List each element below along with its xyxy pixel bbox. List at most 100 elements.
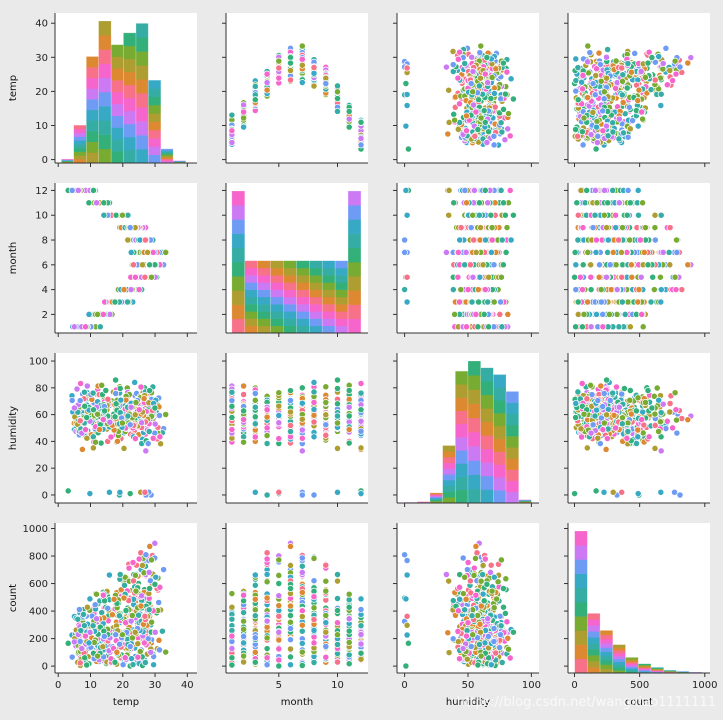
scatter-point	[311, 434, 317, 440]
scatter-point	[652, 237, 658, 243]
scatter-point	[575, 237, 581, 243]
scatter-point	[580, 225, 586, 231]
histogram-bar-temp-2	[86, 99, 98, 110]
histogram-bar-month-7	[322, 282, 335, 290]
histogram-bar-month-8	[335, 268, 348, 276]
scatter-point	[241, 439, 247, 445]
scatter-point	[99, 382, 105, 388]
scatter-point	[146, 428, 152, 434]
histogram-bar-month-6	[309, 319, 322, 327]
scatter-point	[475, 324, 481, 330]
scatter-point	[334, 489, 340, 495]
scatter-point	[471, 187, 477, 193]
scatter-point	[635, 299, 641, 305]
scatter-point	[287, 422, 293, 428]
histogram-bar-month-2	[258, 319, 271, 327]
scatter-point	[133, 399, 139, 405]
scatter-point	[651, 287, 657, 293]
scatter-point	[299, 492, 305, 498]
scatter-point	[627, 237, 633, 243]
histogram-bar-month-8	[335, 282, 348, 290]
histogram-bar-temp-4	[111, 68, 123, 80]
scatter-point	[139, 420, 145, 426]
scatter-point	[679, 287, 685, 293]
scatter-point	[491, 142, 497, 148]
histogram-bar-month-6	[309, 304, 322, 312]
scatter-point	[603, 446, 609, 452]
scatter-point	[632, 50, 638, 56]
y-tick-label-temp: 0	[42, 155, 48, 166]
scatter-point	[100, 311, 106, 317]
scatter-point	[491, 299, 497, 305]
scatter-point	[455, 249, 461, 255]
scatter-point	[627, 126, 633, 132]
histogram-bar-humidity-8	[506, 470, 519, 481]
histogram-bar-temp-7	[148, 130, 161, 139]
histogram-bar-temp-4	[111, 128, 123, 140]
scatter-point	[502, 91, 508, 97]
scatter-point	[510, 212, 516, 218]
histogram-bar-temp-4	[111, 45, 123, 57]
histogram-bar-month-1	[245, 304, 258, 312]
scatter-point	[642, 225, 648, 231]
scatter-point	[579, 287, 585, 293]
scatter-point	[452, 311, 458, 317]
histogram-bar-humidity-7	[493, 375, 506, 388]
scatter-point	[667, 225, 673, 231]
scatter-point	[86, 200, 92, 206]
scatter-point	[113, 212, 119, 218]
scatter-point	[128, 287, 134, 293]
histogram-bar-humidity-3	[443, 451, 456, 457]
scatter-point	[625, 187, 631, 193]
scatter-point	[467, 262, 473, 268]
histogram-bar-month-0	[232, 305, 245, 320]
scatter-point	[585, 59, 591, 65]
scatter-point	[450, 62, 456, 68]
scatter-point	[346, 116, 352, 122]
y-tick-label-temp: 30	[35, 53, 48, 64]
histogram-bar-temp-5	[123, 72, 136, 85]
scatter-point	[500, 60, 506, 66]
scatter-point	[590, 81, 596, 87]
scatter-point	[241, 124, 247, 130]
scatter-point	[334, 108, 340, 114]
histogram-bar-temp-3	[99, 106, 112, 121]
scatter-point	[462, 187, 468, 193]
histogram-bar-temp-3	[99, 21, 112, 36]
scatter-point	[69, 187, 75, 193]
scatter-point	[656, 53, 662, 59]
panel-humidity-vs-humidity	[393, 353, 539, 507]
histogram-bar-humidity-5	[468, 475, 481, 490]
scatter-point	[593, 124, 599, 130]
scatter-point	[450, 287, 456, 293]
histogram-bar-humidity-8	[506, 414, 519, 425]
scatter-point	[77, 418, 83, 424]
scatter-point	[573, 287, 579, 293]
scatter-point	[573, 126, 579, 132]
histogram-bar-temp-6	[136, 37, 148, 51]
histogram-bar-month-3	[271, 304, 284, 312]
histogram-bar-month-0	[232, 262, 245, 277]
scatter-point	[579, 86, 585, 92]
scatter-point	[299, 79, 305, 85]
histogram-bar-month-9	[348, 248, 361, 262]
histogram-bar-temp-7	[148, 88, 161, 97]
scatter-point	[241, 408, 247, 414]
scatter-point	[323, 384, 329, 390]
scatter-point	[334, 413, 340, 419]
scatter-point	[264, 414, 270, 420]
scatter-point	[456, 299, 462, 305]
scatter-point	[638, 68, 644, 74]
histogram-bar-humidity-7	[493, 439, 506, 452]
scatter-point	[402, 287, 408, 293]
histogram-bar-month-4	[284, 326, 297, 334]
y-axis-label-temp: temp	[8, 75, 19, 101]
histogram-bar-month-1	[245, 261, 258, 269]
histogram-bar-humidity-3	[443, 474, 456, 480]
scatter-point	[403, 187, 409, 193]
histogram-bar-month-2	[258, 290, 271, 298]
histogram-bar-humidity-5	[468, 404, 481, 419]
scatter-point	[470, 212, 476, 218]
scatter-point	[610, 187, 616, 193]
histogram-bar-month-9	[348, 305, 361, 320]
